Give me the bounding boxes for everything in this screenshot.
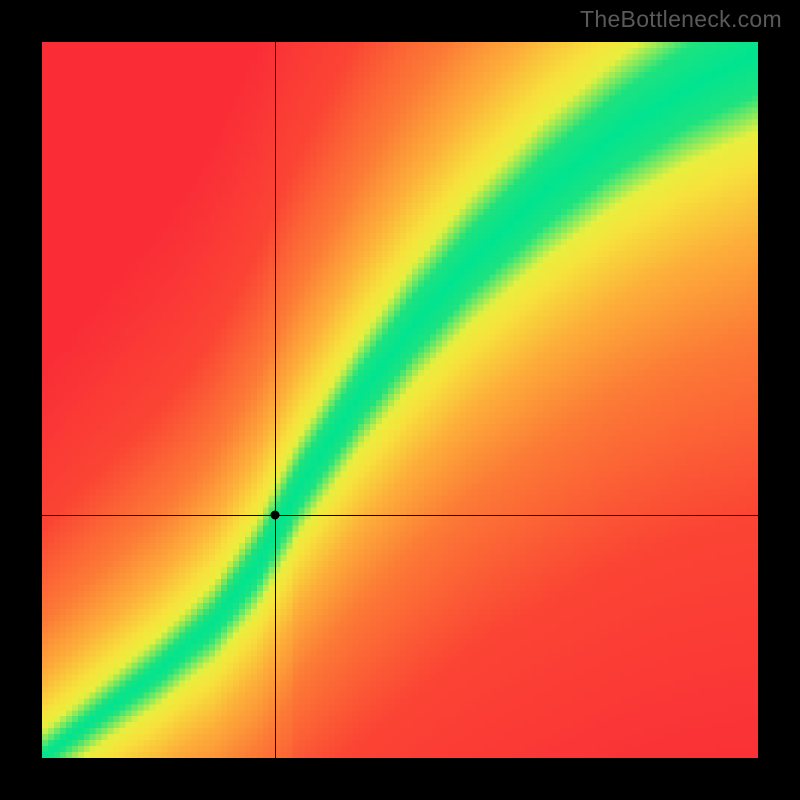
heatmap-canvas <box>42 42 758 758</box>
crosshair-vertical <box>275 42 276 758</box>
plot-area <box>42 42 758 758</box>
crosshair-dot <box>270 510 279 519</box>
watermark-text: TheBottleneck.com <box>580 6 782 33</box>
crosshair-horizontal <box>42 515 758 516</box>
